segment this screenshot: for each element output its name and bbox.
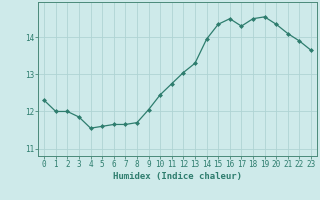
X-axis label: Humidex (Indice chaleur): Humidex (Indice chaleur) (113, 172, 242, 181)
